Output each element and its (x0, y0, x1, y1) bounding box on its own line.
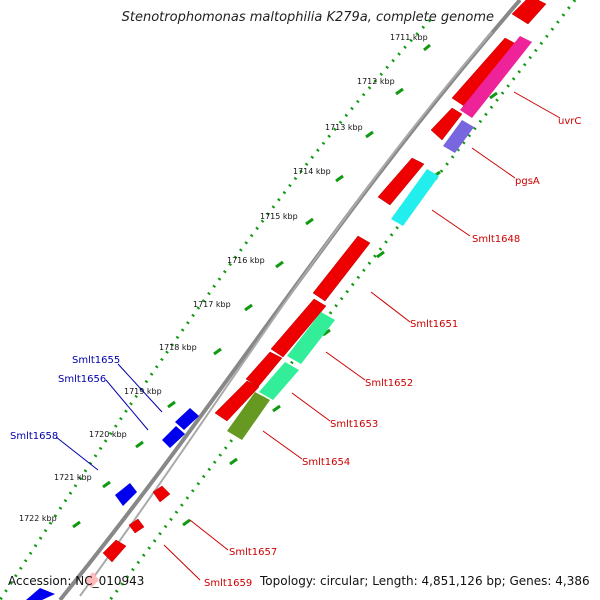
cds-arrow (214, 380, 260, 422)
backbone-outer (58, 0, 522, 600)
gene-label-smlt1658: Smlt1658 (10, 431, 58, 442)
gene-label-smlt1655: Smlt1655 (72, 355, 120, 366)
tick-label: 1722 kbp (19, 514, 57, 523)
ruler-tick-marks (72, 43, 498, 529)
tick-label: 1718 kbp (159, 343, 197, 352)
gene-label-smlt1654: Smlt1654 (302, 457, 350, 468)
pgsA-gene (443, 120, 474, 153)
gene-label-smlt1652: Smlt1652 (365, 378, 413, 389)
smlt1652-gene (287, 312, 335, 364)
smlt1656-gene (162, 426, 185, 448)
smlt1655-gene (175, 408, 199, 430)
bottom-blue-gene (26, 588, 55, 600)
cds-arrow (128, 518, 145, 534)
gene-label-smlt1657: Smlt1657 (229, 547, 277, 558)
tick-label: 1711 kbp (390, 33, 428, 42)
smlt1648-gene (391, 169, 439, 226)
cds-arrow (152, 485, 171, 503)
ruler-outer-dots (0, 18, 432, 600)
cds-arrow (511, 0, 547, 25)
ruler-inner-dots (108, 0, 577, 600)
map-title: Stenotrophomonas maltophilia K279a, comp… (121, 10, 494, 25)
tick-label: 1720 kbp (89, 430, 127, 439)
tick-label: 1717 kbp (193, 300, 231, 309)
tick-label: 1712 kbp (357, 77, 395, 86)
tick-label: 1716 kbp (227, 256, 265, 265)
smlt1658-gene (115, 483, 137, 506)
tick-label: 1715 kbp (260, 212, 298, 221)
cds-arrow (377, 157, 425, 206)
uvrC-gene (460, 36, 532, 118)
tick-label: 1713 kbp (325, 123, 363, 132)
cds-arrow (312, 235, 371, 302)
gene-label-smlt1653: Smlt1653 (330, 419, 378, 430)
gene-label-smlt1648: Smlt1648 (472, 234, 520, 245)
gene-label-pgsA: pgsA (515, 176, 540, 187)
genome-summary-text: Topology: circular; Length: 4,851,126 bp… (260, 574, 590, 588)
cds-arrow (102, 539, 127, 563)
gene-label-uvrC: uvrC (558, 116, 581, 127)
gene-label-smlt1659: Smlt1659 (204, 578, 252, 589)
accession-text: Accession: NC_010943 (8, 574, 145, 588)
gene-label-smlt1651: Smlt1651 (410, 319, 458, 330)
tick-label: 1721 kbp (54, 473, 92, 482)
gene-label-smlt1656: Smlt1656 (58, 374, 106, 385)
smlt1654-gene (227, 392, 270, 440)
cds-arrow (430, 107, 463, 141)
pink-gene (85, 572, 99, 588)
smlt1653-gene (259, 362, 299, 400)
cds-arrow (270, 298, 327, 358)
tick-label: 1714 kbp (293, 167, 331, 176)
backbone-inner (79, 31, 493, 597)
